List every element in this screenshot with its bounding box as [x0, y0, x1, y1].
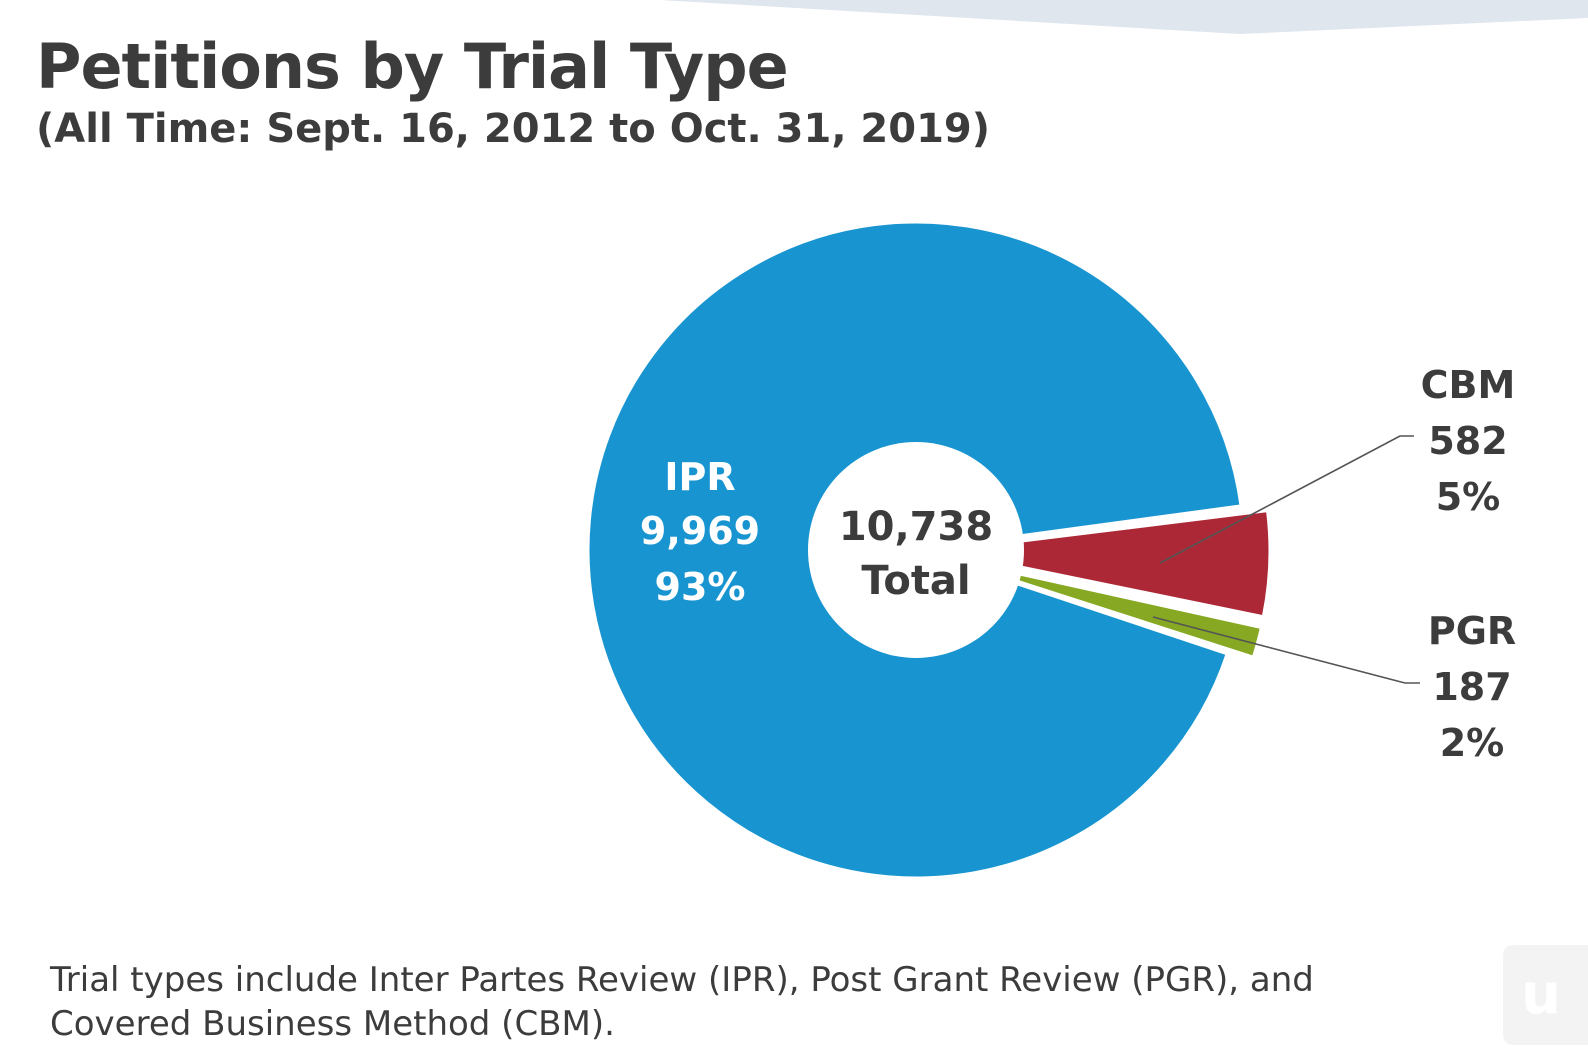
- slice-cbm: [941, 509, 1272, 619]
- slice-label-cbm: CBM: [1421, 363, 1516, 407]
- footnote: Trial types include Inter Partes Review …: [50, 960, 1314, 1044]
- donut-hole: [808, 442, 1024, 658]
- slice-percent-pgr: 2%: [1440, 721, 1505, 765]
- page-title: Petitions by Trial Type: [36, 30, 789, 103]
- page-subtitle: (All Time: Sept. 16, 2012 to Oct. 31, 20…: [36, 106, 991, 152]
- slice-value-cbm: 582: [1428, 419, 1507, 463]
- corner-logo: u: [1503, 945, 1588, 1045]
- slice-percent-ipr: 93%: [655, 565, 746, 609]
- slice-label-ipr: IPR: [664, 455, 735, 499]
- slice-value-ipr: 9,969: [640, 509, 760, 553]
- top-decoration-band: [660, 0, 1588, 34]
- slice-pgr: [940, 555, 1264, 660]
- center-total-text: Total: [861, 558, 970, 604]
- slice-value-pgr: 187: [1432, 665, 1511, 709]
- slice-label-pgr: PGR: [1428, 609, 1516, 653]
- leader-line-pgr: [1152, 616, 1420, 684]
- slice-percent-cbm: 5%: [1436, 475, 1501, 519]
- leader-line-cbm: [1159, 435, 1414, 564]
- center-total-value: 10,738: [839, 504, 993, 550]
